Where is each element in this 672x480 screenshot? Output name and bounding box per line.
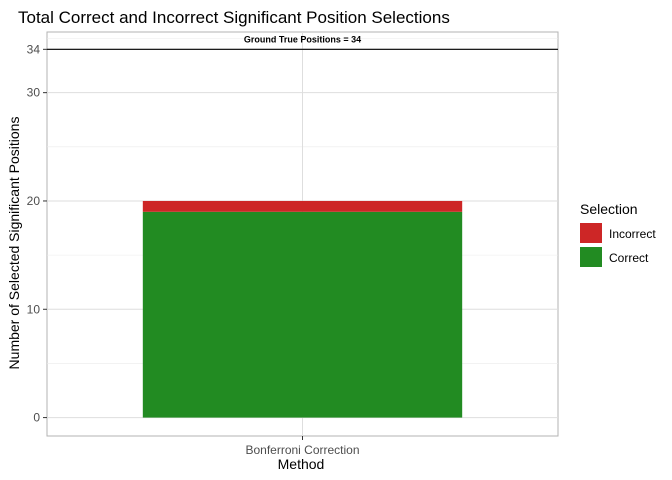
y-axis-ticks: 0 10 20 30 34 [27,42,47,425]
chart-title: Total Correct and Incorrect Significant … [18,8,450,27]
legend-key-incorrect [580,223,602,243]
y-tick-label: 34 [27,42,41,56]
x-axis-ticks: Bonferroni Correction [245,436,360,457]
legend-title: Selection [580,201,638,217]
y-axis-title: Number of Selected Significant Positions [6,117,22,370]
plot-panel: Ground True Positions = 34 [46,31,559,437]
bar-incorrect [142,200,463,212]
bars [142,200,463,418]
y-tick-label: 20 [27,194,41,208]
legend-label-incorrect: Incorrect [609,227,656,241]
reference-line-label: Ground True Positions = 34 [244,34,361,44]
x-axis-title: Method [278,456,325,472]
reference-line-group: Ground True Positions = 34 [47,34,558,50]
bar-correct [142,211,463,418]
x-tick-label: Bonferroni Correction [245,443,359,457]
legend: Selection Incorrect Correct [580,201,656,267]
y-tick-label: 10 [27,302,41,316]
y-tick-label: 30 [27,86,41,100]
legend-key-correct [580,247,602,267]
legend-label-correct: Correct [609,251,649,265]
y-tick-label: 0 [33,411,40,425]
